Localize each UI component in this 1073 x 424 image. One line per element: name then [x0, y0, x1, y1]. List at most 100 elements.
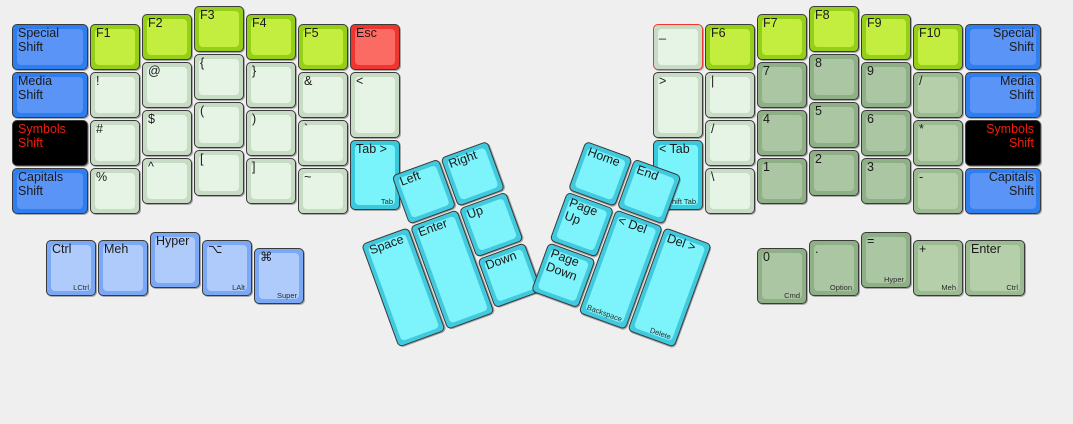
- key-hyper[interactable]: Hyper: [150, 232, 200, 288]
- key-lalt[interactable]: ⌥ LAlt: [202, 240, 252, 296]
- key-right-col-f7-f7[interactable]: F7: [757, 14, 807, 60]
- keycap-surface: [658, 29, 698, 65]
- key-left-col-esc[interactable]: <: [350, 72, 400, 138]
- keycap-surface: [199, 59, 239, 95]
- key-left-col-f1[interactable]: !: [90, 72, 140, 118]
- key-right-col-shifts-media-shift[interactable]: Media Shift: [965, 72, 1041, 118]
- key-left-col-esc-esc[interactable]: Esc: [350, 24, 400, 70]
- key-left-col-f5[interactable]: &: [298, 72, 348, 118]
- keycap-surface: [446, 147, 499, 201]
- keycap-surface: [866, 115, 906, 151]
- key-left-col-f3[interactable]: (: [194, 102, 244, 148]
- key-right-col-f9-3[interactable]: 3: [861, 158, 911, 204]
- key-zero-cmd[interactable]: 0 Cmd: [757, 248, 807, 304]
- key-enter-ctrl[interactable]: Enter Ctrl: [965, 240, 1025, 296]
- keycap-surface: [147, 67, 187, 103]
- key-right-col-f9-9[interactable]: 9: [861, 62, 911, 108]
- key-left-col-f3-f3[interactable]: F3: [194, 6, 244, 52]
- key-right-col-f7-4[interactable]: 4: [757, 110, 807, 156]
- keycap-surface: [355, 29, 395, 65]
- key-left-col-f1[interactable]: #: [90, 120, 140, 166]
- key-left-col-f2[interactable]: ^: [142, 158, 192, 204]
- key-left-col-f5[interactable]: `: [298, 120, 348, 166]
- keycap-surface: [303, 29, 343, 65]
- keycap-surface: [251, 115, 291, 151]
- key-period-option[interactable]: . Option: [809, 240, 859, 296]
- keycap-surface: [17, 29, 83, 65]
- key-right-col-f6[interactable]: /: [705, 120, 755, 166]
- keycap-surface: [970, 245, 1020, 291]
- key-equals-hyper[interactable]: = Hyper: [861, 232, 911, 288]
- key-left-col-f4[interactable]: ]: [246, 158, 296, 204]
- keycap-surface: [95, 77, 135, 113]
- keycap-surface: [710, 77, 750, 113]
- key-right-col-f7-1[interactable]: 1: [757, 158, 807, 204]
- key-ctrl[interactable]: Ctrl LCtrl: [46, 240, 96, 296]
- keycap-surface: [866, 237, 906, 283]
- keycap-surface: [251, 67, 291, 103]
- keycap-surface: [147, 19, 187, 55]
- key-right-col-underscore[interactable]: >: [653, 72, 703, 138]
- key-left-col-f3[interactable]: [: [194, 150, 244, 196]
- key-left-col-shifts-media-shift[interactable]: Media Shift: [12, 72, 88, 118]
- keycap-surface: [555, 198, 608, 252]
- keycap-surface: [814, 11, 854, 47]
- key-plus-meh[interactable]: + Meh: [913, 240, 963, 296]
- key-left-col-f5-f5[interactable]: F5: [298, 24, 348, 70]
- key-right-col-f10[interactable]: /: [913, 72, 963, 118]
- keycap-surface: [574, 147, 627, 201]
- key-left-col-shifts-capitals-shift[interactable]: Capitals Shift: [12, 168, 88, 214]
- keycap-surface: [199, 155, 239, 191]
- key-right-col-shifts-capitals-shift[interactable]: Capitals Shift: [965, 168, 1041, 214]
- keycap-surface: [537, 248, 590, 302]
- keycap-surface: [147, 115, 187, 151]
- key-meh[interactable]: Meh: [98, 240, 148, 296]
- keycap-surface: [483, 248, 536, 302]
- key-left-col-f2[interactable]: @: [142, 62, 192, 108]
- key-left-col-f4[interactable]: ): [246, 110, 296, 156]
- keycap-surface: [762, 163, 802, 199]
- keycap-surface: [623, 165, 676, 219]
- key-right-col-f6-f6[interactable]: F6: [705, 24, 755, 70]
- keycap-surface: [866, 163, 906, 199]
- key-right-col-f7-7[interactable]: 7: [757, 62, 807, 108]
- key-left-col-f5[interactable]: ~: [298, 168, 348, 214]
- key-right-col-f10[interactable]: *: [913, 120, 963, 166]
- keycap-surface: [355, 145, 395, 205]
- key-right-col-underscore[interactable]: _: [653, 24, 703, 70]
- key-left-col-shifts-symbols-shift[interactable]: Symbols Shift: [12, 120, 88, 166]
- keycap-surface: [251, 19, 291, 55]
- keycap-surface: [658, 77, 698, 133]
- keycap-surface: [95, 125, 135, 161]
- key-left-col-shifts-special-shift[interactable]: Special Shift: [12, 24, 88, 70]
- key-right-col-f8-5[interactable]: 5: [809, 102, 859, 148]
- keycap-surface: [970, 173, 1036, 209]
- key-left-col-esc-tab[interactable]: Tab > Tab: [350, 140, 400, 210]
- key-right-col-f10-f10[interactable]: F10: [913, 24, 963, 70]
- key-left-col-f3[interactable]: {: [194, 54, 244, 100]
- key-right-col-f9-6[interactable]: 6: [861, 110, 911, 156]
- key-left-col-f2[interactable]: $: [142, 110, 192, 156]
- key-right-col-shifts-special-shift[interactable]: Special Shift: [965, 24, 1041, 70]
- keycap-surface: [814, 107, 854, 143]
- key-super[interactable]: ⌘ Super: [254, 248, 304, 304]
- key-left-col-f1[interactable]: %: [90, 168, 140, 214]
- key-right-col-f6[interactable]: |: [705, 72, 755, 118]
- keycap-surface: [970, 77, 1036, 113]
- keycap-surface: [970, 29, 1036, 65]
- keycap-surface: [355, 77, 395, 133]
- key-left-col-f1-f1[interactable]: F1: [90, 24, 140, 70]
- key-right-col-f6[interactable]: \: [705, 168, 755, 214]
- keycap-surface: [51, 245, 91, 291]
- key-right-col-shifts-symbols-shift[interactable]: Symbols Shift: [965, 120, 1041, 166]
- key-left-col-f4-f4[interactable]: F4: [246, 14, 296, 60]
- keycap-surface: [95, 29, 135, 65]
- keycap-surface: [259, 253, 299, 299]
- key-right-col-f8-f8[interactable]: F8: [809, 6, 859, 52]
- key-left-col-f2-f2[interactable]: F2: [142, 14, 192, 60]
- key-left-col-f4[interactable]: }: [246, 62, 296, 108]
- key-right-col-f10[interactable]: -: [913, 168, 963, 214]
- key-right-col-f9-f9[interactable]: F9: [861, 14, 911, 60]
- key-right-col-f8-2[interactable]: 2: [809, 150, 859, 196]
- key-right-col-f8-8[interactable]: 8: [809, 54, 859, 100]
